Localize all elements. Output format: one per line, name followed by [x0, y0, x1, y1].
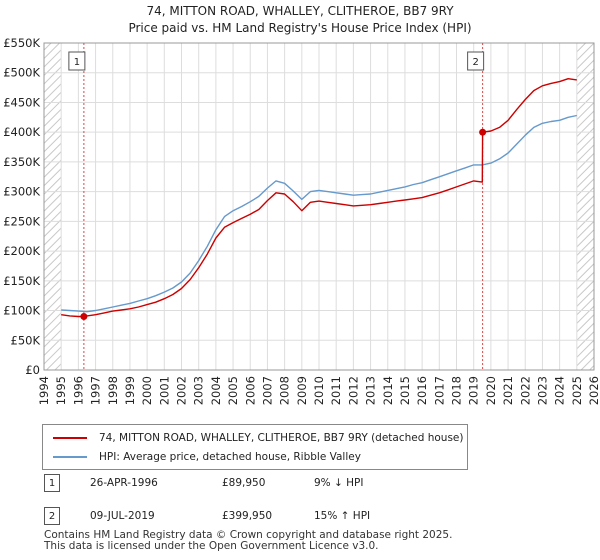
y-tick-label: £500K — [3, 66, 40, 80]
x-tick-label: 2025 — [570, 376, 584, 405]
footer-attribution: Contains HM Land Registry data © Crown c… — [44, 530, 452, 552]
sale-label-box — [467, 51, 485, 71]
footer-line-licence: This data is licensed under the Open Gov… — [44, 540, 379, 552]
x-tick-label: 2023 — [535, 376, 549, 405]
x-tick-label: 2010 — [312, 376, 326, 405]
sale-date: 26-APR-1996 — [90, 477, 158, 489]
sale-number-badge: 2 — [44, 507, 60, 525]
x-tick-label: 2004 — [209, 376, 223, 405]
sale-number-badge: 1 — [44, 474, 60, 492]
x-tick-label: 2015 — [398, 376, 412, 405]
y-tick-label: £350K — [3, 155, 40, 169]
y-tick-label: £300K — [3, 185, 40, 199]
sale-point — [479, 128, 487, 136]
y-tick-label: £150K — [3, 274, 40, 288]
sale-hpi-change: 15% ↑ HPI — [314, 510, 371, 522]
hatched-region — [576, 43, 594, 370]
x-tick-label: 2001 — [157, 376, 171, 405]
y-tick-label: £50K — [11, 333, 41, 347]
hpi-line — [61, 114, 577, 313]
x-tick-label: 2005 — [226, 376, 240, 405]
x-tick-label: 2002 — [175, 376, 189, 405]
legend-item-hpi: HPI: Average price, detached house, Ribb… — [53, 449, 361, 465]
hatched-region — [44, 43, 62, 370]
legend: 74, MITTON ROAD, WHALLEY, CLITHEROE, BB7… — [42, 424, 468, 470]
sale-point — [80, 313, 88, 321]
sale-date: 09-JUL-2019 — [90, 510, 155, 522]
y-tick-label: £100K — [3, 304, 40, 318]
x-tick-label: 1995 — [54, 376, 68, 405]
x-tick-label: 2019 — [467, 376, 481, 405]
sale-label: 1 — [74, 57, 80, 68]
y-tick-label: £550K — [3, 36, 40, 50]
footer-line-copyright: Contains HM Land Registry data © Crown c… — [44, 529, 453, 541]
x-tick-label: 2018 — [450, 376, 464, 405]
price-chart: 74, MITTON ROAD, WHALLEY, CLITHEROE, BB7… — [3, 4, 600, 405]
legend-label-hpi: HPI: Average price, detached house, Ribb… — [99, 451, 361, 463]
chart-title: 74, MITTON ROAD, WHALLEY, CLITHEROE, BB7… — [146, 4, 454, 18]
legend-label-property: 74, MITTON ROAD, WHALLEY, CLITHEROE, BB7… — [99, 432, 464, 444]
legend-item-property: 74, MITTON ROAD, WHALLEY, CLITHEROE, BB7… — [53, 430, 464, 446]
x-tick-label: 2017 — [432, 376, 446, 405]
x-tick-label: 2021 — [501, 376, 515, 405]
x-tick-label: 1996 — [71, 376, 85, 405]
x-tick-label: 2000 — [140, 376, 154, 405]
sale-label: 2 — [472, 57, 478, 68]
x-tick-label: 2020 — [484, 376, 498, 405]
y-tick-label: £400K — [3, 125, 40, 139]
x-tick-label: 2009 — [295, 376, 309, 405]
x-tick-label: 2022 — [518, 376, 532, 405]
sale-price: £399,950 — [222, 510, 273, 522]
x-tick-label: 2007 — [260, 376, 274, 405]
x-tick-label: 1994 — [37, 376, 51, 405]
y-tick-label: £450K — [3, 95, 40, 109]
y-tick-label: £200K — [3, 244, 40, 258]
legend-swatch-property — [53, 437, 87, 439]
x-tick-label: 2024 — [553, 376, 567, 405]
sale-row: 1 26-APR-1996 £89,950 9% ↓ HPI — [42, 474, 582, 494]
x-tick-label: 2012 — [346, 376, 360, 405]
x-tick-label: 2013 — [364, 376, 378, 405]
property-price-line — [61, 78, 577, 318]
sale-hpi-change: 9% ↓ HPI — [314, 477, 364, 489]
x-tick-label: 1998 — [106, 376, 120, 405]
sale-label-box — [68, 51, 86, 71]
x-tick-label: 2003 — [192, 376, 206, 405]
x-tick-label: 2026 — [587, 376, 600, 405]
x-tick-label: 1999 — [123, 376, 137, 405]
x-tick-label: 2006 — [243, 376, 257, 405]
x-tick-label: 2014 — [381, 376, 395, 405]
sale-row: 2 09-JUL-2019 £399,950 15% ↑ HPI — [42, 507, 582, 527]
x-tick-label: 1997 — [89, 376, 103, 405]
sale-price: £89,950 — [222, 477, 266, 489]
x-tick-label: 2016 — [415, 376, 429, 405]
x-tick-label: 2008 — [278, 376, 292, 405]
legend-swatch-hpi — [53, 456, 87, 458]
chart-subtitle: Price paid vs. HM Land Registry's House … — [128, 21, 471, 35]
y-tick-label: £250K — [3, 214, 40, 228]
y-tick-label: £0 — [25, 363, 40, 377]
x-tick-label: 2011 — [329, 376, 343, 405]
plot-border — [43, 42, 595, 371]
